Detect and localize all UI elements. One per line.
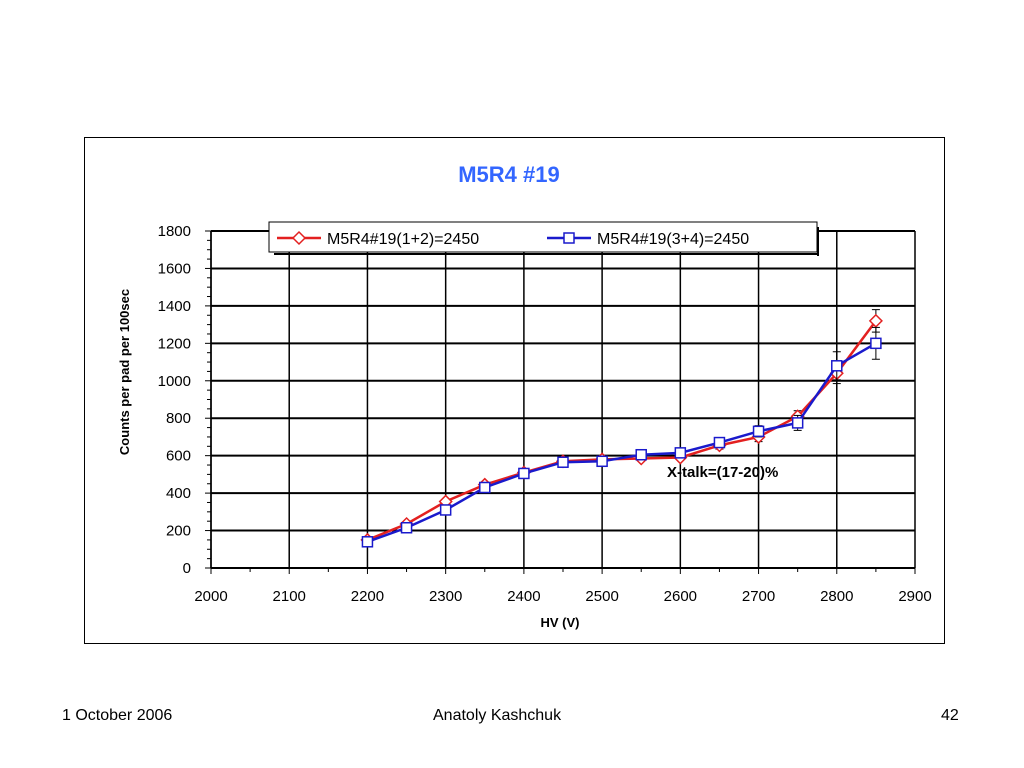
- y-tick-label: 1600: [158, 260, 191, 277]
- y-tick-label: 1000: [158, 373, 191, 390]
- x-tick-label: 2300: [429, 588, 462, 605]
- y-axis-label: Counts per pad per 100sec: [117, 289, 132, 455]
- footer-author: Anatoly Kashchuk: [433, 707, 562, 724]
- data-point: [752, 425, 765, 438]
- legend-marker-2: [563, 232, 575, 244]
- chart-title: M5R4 #19: [458, 162, 560, 187]
- data-point: [831, 360, 843, 372]
- crosstalk-annotation: X-talk=(17-20)%: [667, 464, 778, 481]
- data-point: [635, 448, 647, 461]
- data-point: [868, 313, 883, 328]
- series-layer: [360, 309, 883, 548]
- footer-date: 1 October 2006: [62, 707, 173, 724]
- x-tick-label: 2500: [585, 588, 618, 605]
- series-1: [360, 309, 883, 547]
- x-tick-label: 2800: [820, 588, 853, 605]
- y-tick-label: 0: [183, 560, 191, 577]
- y-tick-label: 1400: [158, 298, 191, 315]
- data-point: [713, 436, 726, 449]
- x-tick-label: 2700: [742, 588, 775, 605]
- x-tick-label: 2100: [273, 588, 306, 605]
- axes: 2000 2100 2200 2300 2400 2500 2600 2700 2800 2900…: [158, 223, 932, 605]
- data-point: [439, 504, 452, 516]
- chart-canvas: M5R4 #19 2000 2100 2200 2300 2400 2500 2600 270…: [117, 162, 932, 630]
- series-2: [361, 326, 882, 548]
- x-tick-label: 2000: [194, 588, 227, 605]
- x-tick-label: 2400: [507, 588, 540, 605]
- data-point: [596, 455, 608, 468]
- data-point: [674, 447, 687, 459]
- x-tick-label: 2200: [351, 588, 384, 605]
- data-point: [518, 467, 530, 480]
- y-tick-label: 1800: [158, 223, 191, 240]
- x-tick-label: 2600: [664, 588, 697, 605]
- x-tick-label: 2900: [898, 588, 931, 605]
- y-tick-label: 1200: [158, 335, 191, 352]
- y-tick-label: 400: [166, 485, 191, 502]
- series-line: [367, 342, 877, 543]
- y-tick-label: 800: [166, 410, 191, 427]
- data-point: [400, 521, 413, 534]
- legend: M5R4#19(1+2)=2450 M5R4#19(3+4)=2450: [268, 221, 819, 256]
- legend-label-2: M5R4#19(3+4)=2450: [597, 231, 749, 248]
- x-axis-label: HV (V): [541, 615, 580, 630]
- data-point: [361, 536, 374, 548]
- y-tick-label: 600: [166, 448, 191, 465]
- chart-frame: M5R4 #19 2000 2100 2200 2300 2400 2500 2600 270…: [84, 137, 945, 644]
- legend-marker-1: [291, 230, 307, 246]
- data-point: [479, 481, 491, 494]
- page-number: 42: [941, 707, 959, 724]
- data-point: [870, 337, 882, 350]
- legend-label-1: M5R4#19(1+2)=2450: [327, 231, 479, 248]
- data-point: [557, 456, 569, 468]
- grid-lines: [210, 230, 916, 569]
- data-point: [791, 417, 804, 429]
- y-tick-label: 200: [166, 523, 191, 540]
- legend-box: [268, 221, 818, 253]
